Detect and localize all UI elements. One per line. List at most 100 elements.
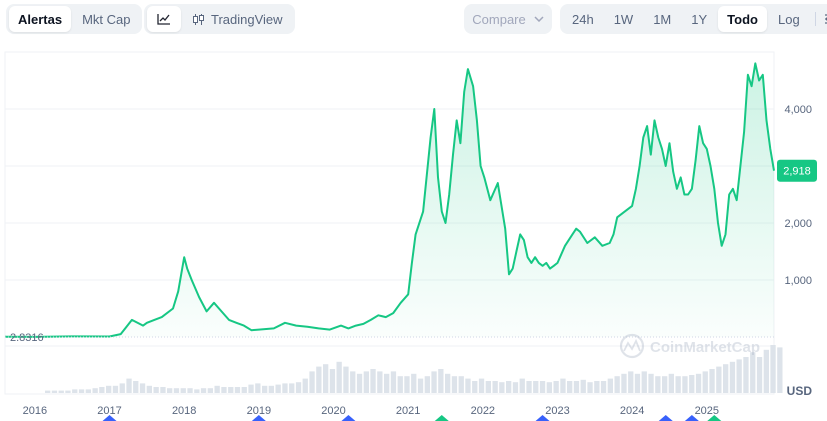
volume-bar	[736, 359, 742, 393]
volume-bar	[228, 387, 234, 393]
event-marker[interactable]	[684, 415, 699, 421]
volume-bar	[58, 390, 64, 393]
volume-bar	[689, 375, 695, 393]
volume-bar	[241, 387, 247, 393]
volume-bar	[573, 381, 580, 393]
price-line	[4, 62, 775, 338]
tab-alerts[interactable]: Alertas	[9, 6, 72, 32]
volume-bar	[411, 373, 417, 393]
volume-bar	[384, 373, 390, 393]
volume-bar	[248, 384, 254, 393]
volume-bar	[458, 376, 464, 393]
volume-bar	[350, 371, 356, 393]
log-scale-toggle[interactable]: Log	[777, 11, 800, 27]
volume-bar	[614, 376, 620, 393]
volume-bar	[126, 378, 132, 393]
y-tick-label: 1,000	[784, 275, 812, 287]
volume-bar	[139, 383, 146, 393]
event-marker[interactable]	[341, 415, 356, 421]
volume-bar	[343, 366, 349, 393]
volume-bar	[546, 382, 552, 393]
volume-bar	[553, 381, 559, 393]
time-range-group: 24h 1W 1M 1Y Todo Log	[560, 4, 827, 34]
line-chart-button[interactable]	[147, 6, 181, 32]
volume-bar	[295, 382, 302, 393]
event-marker[interactable]	[658, 415, 673, 421]
y-tick-label: 4,000	[784, 104, 812, 116]
volume-bar	[390, 371, 397, 393]
coinmarketcap-watermark: CoinMarketCap	[619, 333, 760, 359]
volume-bar	[533, 381, 539, 393]
volume-bar	[397, 376, 403, 393]
volume-bar	[99, 387, 105, 393]
volume-bar	[756, 357, 763, 393]
volume-bar	[255, 383, 261, 393]
volume-bar	[289, 383, 295, 393]
event-marker[interactable]	[102, 415, 117, 421]
volume-bar	[770, 345, 776, 393]
volume-bar	[329, 369, 336, 393]
volume-bar	[519, 378, 525, 393]
volume-bar	[194, 389, 200, 393]
tab-market-cap[interactable]: Mkt Cap	[82, 11, 131, 27]
range-all[interactable]: Todo	[718, 6, 767, 32]
currency-label: USD	[787, 384, 813, 398]
x-tick-label: 2016	[23, 405, 47, 417]
volume-bar	[695, 373, 702, 393]
volume-bar	[173, 388, 180, 393]
range-24h[interactable]: 24h	[572, 11, 594, 27]
volume-bar	[634, 373, 641, 393]
x-tick-label: 2024	[620, 405, 644, 417]
volume-bar	[451, 376, 458, 393]
volume-bar	[153, 387, 159, 393]
volume-bar	[363, 371, 369, 393]
range-1w[interactable]: 1W	[613, 11, 634, 27]
volume-bar	[465, 378, 471, 393]
volume-bar	[302, 378, 308, 393]
volume-bar	[607, 378, 613, 393]
current-price-badge: 2,918	[777, 159, 817, 182]
x-tick-label: 2017	[97, 405, 121, 417]
event-marker[interactable]	[434, 415, 449, 421]
volume-bar	[668, 373, 674, 393]
volume-bar	[146, 385, 152, 393]
volume-bar	[485, 381, 491, 393]
volume-bar	[234, 387, 241, 393]
toolbar-divider	[814, 12, 816, 26]
volume-bar	[655, 376, 661, 393]
volume-bar	[750, 352, 756, 393]
volume-bar	[92, 388, 98, 393]
start-price-label: 2.8316	[10, 332, 44, 344]
event-marker[interactable]	[251, 415, 266, 421]
range-1m[interactable]: 1M	[653, 11, 672, 27]
volume-bar	[478, 378, 485, 393]
volume-bar	[221, 387, 227, 393]
event-marker[interactable]	[535, 415, 550, 421]
volume-bar	[580, 379, 586, 393]
volume-bar	[594, 381, 600, 393]
volume-bar	[587, 382, 593, 393]
volume-bar	[78, 389, 85, 393]
x-tick-label: 2019	[247, 405, 271, 417]
volume-bar	[167, 388, 173, 393]
view-toggle-group: Alertas Mkt Cap	[6, 4, 143, 34]
compare-dropdown[interactable]: Compare	[464, 4, 552, 34]
tradingview-button[interactable]: TradingView	[183, 6, 292, 32]
volume-bar	[763, 349, 769, 393]
volume-bar	[662, 376, 668, 393]
volume-bar	[743, 357, 749, 393]
watermark-text: CoinMarketCap	[650, 339, 760, 356]
volume-bar	[716, 366, 722, 393]
x-tick-label: 2021	[396, 405, 420, 417]
volume-bar	[356, 373, 363, 393]
event-marker[interactable]	[707, 415, 722, 421]
volume-bar	[106, 385, 112, 393]
volume-bar	[539, 381, 546, 393]
volume-bar	[282, 383, 288, 393]
volume-bar	[526, 381, 532, 393]
volume-bar	[431, 371, 437, 393]
x-tick-label: 2018	[172, 405, 196, 417]
range-1y[interactable]: 1Y	[691, 11, 708, 27]
x-tick-label: 2022	[471, 405, 495, 417]
